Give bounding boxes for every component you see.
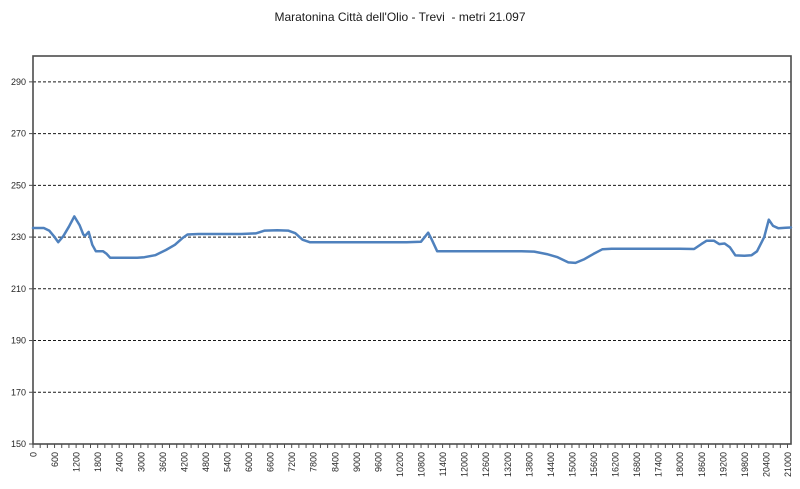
x-tick-label: 12600 bbox=[481, 452, 491, 477]
x-tick-label: 0 bbox=[29, 452, 39, 457]
x-tick-label: 11400 bbox=[438, 452, 448, 476]
y-tick-label: 290 bbox=[11, 77, 26, 87]
x-tick-label: 10800 bbox=[417, 452, 427, 477]
x-tick-label: 13800 bbox=[524, 452, 534, 477]
x-tick-label: 15000 bbox=[567, 452, 577, 477]
x-tick-label: 2400 bbox=[115, 452, 125, 472]
x-tick-label: 14400 bbox=[546, 452, 556, 477]
y-tick-label: 190 bbox=[11, 336, 26, 346]
x-tick-label: 16200 bbox=[611, 452, 621, 477]
x-tick-label: 19800 bbox=[740, 452, 750, 477]
x-tick-label: 4200 bbox=[179, 452, 189, 472]
x-tick-label: 9000 bbox=[352, 452, 362, 472]
x-tick-label: 6600 bbox=[266, 452, 276, 472]
y-tick-label: 170 bbox=[11, 387, 26, 397]
plot-border bbox=[32, 55, 792, 445]
x-tick-label: 19200 bbox=[718, 452, 728, 477]
x-tick-label: 7800 bbox=[309, 452, 319, 472]
x-tick-label: 4800 bbox=[201, 452, 211, 472]
x-tick-label: 17400 bbox=[654, 452, 664, 477]
x-tick-label: 10200 bbox=[395, 452, 405, 477]
x-tick-label: 600 bbox=[50, 452, 60, 467]
x-tick-label: 15600 bbox=[589, 452, 599, 477]
x-tick-label: 8400 bbox=[330, 452, 340, 472]
y-tick-label: 250 bbox=[11, 180, 26, 190]
x-tick-label: 13200 bbox=[503, 452, 513, 477]
y-tick-label: 210 bbox=[11, 284, 26, 294]
y-tick-label: 230 bbox=[11, 232, 26, 242]
x-tick-label: 7200 bbox=[287, 452, 297, 472]
y-tick-label: 270 bbox=[11, 129, 26, 139]
x-tick-label: 18600 bbox=[697, 452, 707, 477]
chart-title: Maratonina Città dell'Olio - Trevi - met… bbox=[274, 10, 526, 24]
x-tick-label: 1200 bbox=[72, 452, 82, 472]
x-tick-label: 9600 bbox=[373, 452, 383, 472]
x-tick-label: 3000 bbox=[136, 452, 146, 472]
x-tick-label: 16800 bbox=[632, 452, 642, 477]
x-tick-label: 12000 bbox=[460, 452, 470, 477]
x-tick-label: 18000 bbox=[675, 452, 685, 477]
x-tick-label: 20400 bbox=[761, 452, 771, 477]
x-tick-label: 6000 bbox=[244, 452, 254, 472]
elevation-profile-line bbox=[31, 215, 793, 265]
x-tick-label: 5400 bbox=[223, 452, 233, 472]
x-tick-label: 3600 bbox=[158, 452, 168, 472]
y-tick-label: 150 bbox=[11, 439, 26, 449]
x-tick-label: 21000 bbox=[783, 452, 793, 477]
x-tick-label: 1800 bbox=[93, 452, 103, 472]
